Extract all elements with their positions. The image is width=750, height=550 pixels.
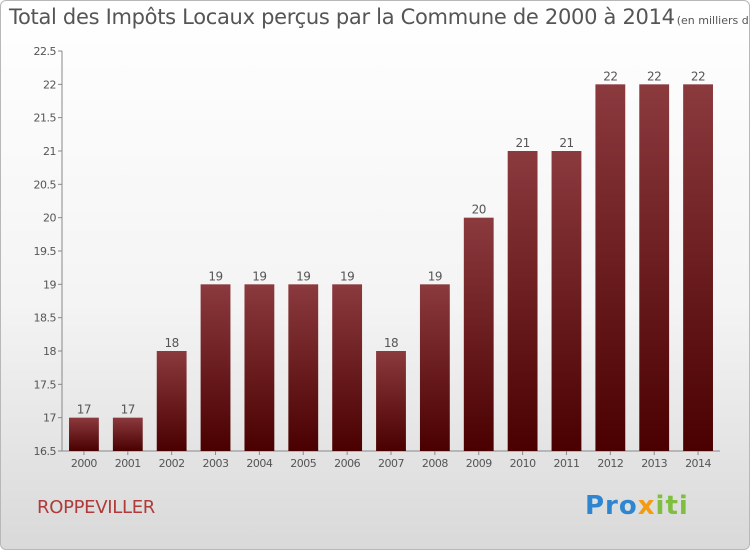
y-tick-label: 21.5 bbox=[34, 112, 57, 125]
bar-value-label: 20 bbox=[472, 203, 486, 217]
bar-value-label: 19 bbox=[208, 269, 222, 283]
y-tick-label: 22.5 bbox=[34, 45, 57, 58]
y-tick-label: 18 bbox=[43, 345, 56, 358]
bar bbox=[376, 351, 406, 451]
logo-part-3: iti bbox=[655, 491, 689, 521]
x-tick-label: 2006 bbox=[334, 457, 360, 470]
x-tick-label: 2005 bbox=[290, 457, 316, 470]
proxiti-logo: Proxiti bbox=[585, 491, 689, 521]
bar bbox=[463, 217, 494, 451]
x-tick-label: 2004 bbox=[246, 457, 272, 470]
bar-value-label: 19 bbox=[252, 269, 266, 283]
y-tick-label: 19 bbox=[43, 278, 56, 291]
x-tick-label: 2013 bbox=[641, 457, 667, 470]
x-tick-label: 2007 bbox=[378, 457, 404, 470]
bar bbox=[639, 84, 670, 451]
bar-value-label: 17 bbox=[77, 403, 91, 417]
y-tick-label: 17.5 bbox=[34, 378, 57, 391]
bar-value-label: 19 bbox=[340, 269, 354, 283]
bar bbox=[332, 284, 363, 451]
bar bbox=[507, 151, 538, 451]
chart-title: Total des Impôts Locaux perçus par la Co… bbox=[9, 5, 749, 29]
x-tick-label: 2008 bbox=[422, 457, 448, 470]
x-tick-label: 2010 bbox=[510, 457, 536, 470]
x-tick-label: 2001 bbox=[115, 457, 141, 470]
bar bbox=[288, 284, 319, 451]
x-tick-label: 2000 bbox=[71, 457, 97, 470]
y-tick-label: 20.5 bbox=[34, 178, 57, 191]
logo-part-1: Pro bbox=[585, 491, 638, 521]
bar-value-label: 18 bbox=[165, 336, 179, 350]
logo-part-2: x bbox=[637, 491, 656, 521]
bar bbox=[595, 84, 626, 451]
x-tick-label: 2009 bbox=[466, 457, 492, 470]
bar bbox=[200, 284, 231, 451]
x-tick-label: 2003 bbox=[203, 457, 229, 470]
x-tick-label: 2011 bbox=[553, 457, 579, 470]
bar-value-label: 19 bbox=[296, 269, 310, 283]
bar bbox=[244, 284, 275, 451]
y-tick-label: 19.5 bbox=[34, 245, 57, 258]
title-text: Total des Impôts Locaux perçus par la Co… bbox=[9, 5, 675, 29]
bar bbox=[419, 284, 450, 451]
y-tick-label: 21 bbox=[43, 145, 56, 158]
y-tick-label: 20 bbox=[43, 212, 56, 225]
x-tick-label: 2014 bbox=[685, 457, 711, 470]
bar-value-label: 22 bbox=[647, 69, 661, 83]
bar bbox=[112, 417, 143, 451]
bar-value-label: 19 bbox=[428, 269, 442, 283]
bar bbox=[683, 84, 713, 451]
y-tick-label: 22 bbox=[43, 78, 56, 91]
x-tick-label: 2012 bbox=[597, 457, 623, 470]
x-tick-label: 2002 bbox=[159, 457, 185, 470]
bar bbox=[156, 351, 187, 451]
y-tick-label: 16.5 bbox=[34, 445, 57, 458]
y-tick-label: 18.5 bbox=[34, 312, 57, 325]
bar-value-label: 21 bbox=[559, 136, 573, 150]
bar bbox=[69, 417, 99, 451]
bar bbox=[551, 151, 582, 451]
bar-value-label: 21 bbox=[515, 136, 529, 150]
chart-subtitle: (en milliers d'€) bbox=[676, 14, 749, 27]
commune-name: ROPPEVILLER bbox=[37, 497, 156, 518]
bar-value-label: 22 bbox=[691, 69, 705, 83]
y-tick-label: 17 bbox=[43, 412, 56, 425]
bar-value-label: 17 bbox=[121, 403, 135, 417]
bar-value-label: 22 bbox=[603, 69, 617, 83]
bar-value-label: 18 bbox=[384, 336, 398, 350]
